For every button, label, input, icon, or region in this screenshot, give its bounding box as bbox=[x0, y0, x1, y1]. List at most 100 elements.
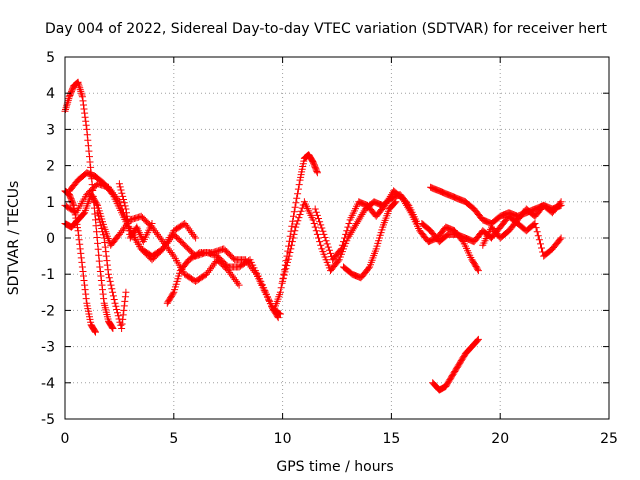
data-point bbox=[390, 200, 398, 208]
data-point bbox=[338, 241, 346, 249]
data-point bbox=[120, 196, 127, 203]
data-point bbox=[336, 246, 344, 254]
data-point bbox=[97, 221, 105, 229]
data-point bbox=[244, 259, 252, 267]
data-point bbox=[345, 232, 353, 240]
data-point bbox=[230, 274, 238, 282]
data-point bbox=[95, 215, 103, 223]
data-point bbox=[137, 232, 145, 240]
data-point bbox=[406, 207, 414, 215]
data-point bbox=[109, 189, 117, 197]
data-point bbox=[276, 310, 284, 318]
data-point bbox=[109, 325, 117, 332]
data-point bbox=[125, 223, 133, 231]
data-point bbox=[95, 212, 102, 220]
data-point bbox=[403, 201, 411, 209]
data-point bbox=[224, 267, 232, 275]
x-tick-label: 5 bbox=[169, 431, 178, 447]
data-point bbox=[345, 220, 353, 227]
data-point bbox=[279, 277, 287, 285]
data-point bbox=[323, 240, 331, 248]
data-point bbox=[80, 277, 88, 284]
data-point bbox=[316, 238, 324, 246]
data-point bbox=[312, 208, 320, 216]
data-point bbox=[121, 297, 129, 305]
data-point bbox=[117, 229, 125, 237]
data-point bbox=[136, 230, 144, 238]
data-point bbox=[192, 234, 200, 242]
data-point bbox=[231, 276, 239, 284]
data-point bbox=[106, 277, 114, 285]
data-point bbox=[207, 265, 214, 273]
data-point bbox=[398, 194, 406, 202]
data-point bbox=[110, 191, 118, 199]
data-point bbox=[80, 210, 88, 218]
data-point bbox=[151, 227, 159, 235]
data-point bbox=[97, 277, 105, 284]
data-point bbox=[277, 284, 285, 292]
data-point bbox=[115, 180, 123, 188]
data-point bbox=[401, 198, 408, 206]
y-tick-label: -1 bbox=[41, 267, 55, 283]
data-point bbox=[317, 241, 325, 249]
data-point bbox=[285, 252, 293, 260]
data-point bbox=[155, 232, 163, 240]
data-point bbox=[384, 196, 392, 204]
data-point bbox=[152, 229, 160, 237]
data-point bbox=[114, 312, 122, 320]
data-point bbox=[113, 306, 121, 313]
data-point bbox=[535, 236, 543, 244]
y-tick-label: 1 bbox=[46, 195, 55, 211]
data-point bbox=[350, 223, 358, 231]
data-point bbox=[293, 194, 301, 202]
data-point bbox=[114, 309, 121, 317]
data-point bbox=[292, 199, 300, 207]
data-point bbox=[344, 223, 352, 231]
data-point bbox=[294, 190, 302, 198]
x-tick-label: 25 bbox=[600, 431, 618, 447]
y-tick-label: 3 bbox=[46, 122, 55, 138]
data-point bbox=[313, 169, 321, 177]
data-point bbox=[312, 227, 320, 235]
data-point bbox=[318, 224, 326, 232]
y-tick-label: 2 bbox=[46, 159, 55, 175]
data-point bbox=[102, 252, 110, 260]
data-point bbox=[474, 265, 482, 273]
data-point bbox=[290, 230, 298, 238]
data-point bbox=[243, 258, 251, 265]
data-point bbox=[309, 216, 317, 224]
data-point bbox=[292, 223, 300, 231]
data-point bbox=[65, 95, 73, 103]
data-point bbox=[321, 234, 329, 241]
data-point bbox=[109, 292, 117, 300]
data-point bbox=[75, 236, 83, 244]
data-point bbox=[115, 230, 123, 238]
data-point bbox=[92, 216, 99, 224]
data-point bbox=[284, 255, 292, 263]
data-point bbox=[85, 147, 93, 155]
data-point bbox=[404, 203, 412, 211]
data-point bbox=[108, 285, 116, 293]
data-point bbox=[282, 265, 290, 273]
data-point bbox=[557, 234, 565, 242]
data-point bbox=[182, 221, 190, 229]
data-point bbox=[294, 185, 302, 193]
data-point bbox=[111, 192, 119, 200]
data-point bbox=[317, 221, 325, 229]
data-point bbox=[474, 267, 482, 275]
data-point bbox=[291, 203, 299, 211]
data-point bbox=[235, 281, 243, 289]
data-point bbox=[96, 218, 104, 226]
data-point bbox=[94, 209, 102, 217]
data-point bbox=[105, 274, 113, 282]
x-tick-label: 20 bbox=[491, 431, 509, 447]
chart-title: Day 004 of 2022, Sidereal Day-to-day VTE… bbox=[45, 21, 607, 37]
y-tick-label: 5 bbox=[46, 50, 55, 66]
data-point bbox=[242, 256, 250, 264]
data-point bbox=[247, 263, 255, 271]
data-point bbox=[186, 227, 194, 235]
data-point bbox=[340, 238, 347, 246]
y-tick-label: -3 bbox=[41, 340, 55, 356]
series-sat-g bbox=[115, 180, 156, 246]
data-point bbox=[365, 264, 373, 272]
